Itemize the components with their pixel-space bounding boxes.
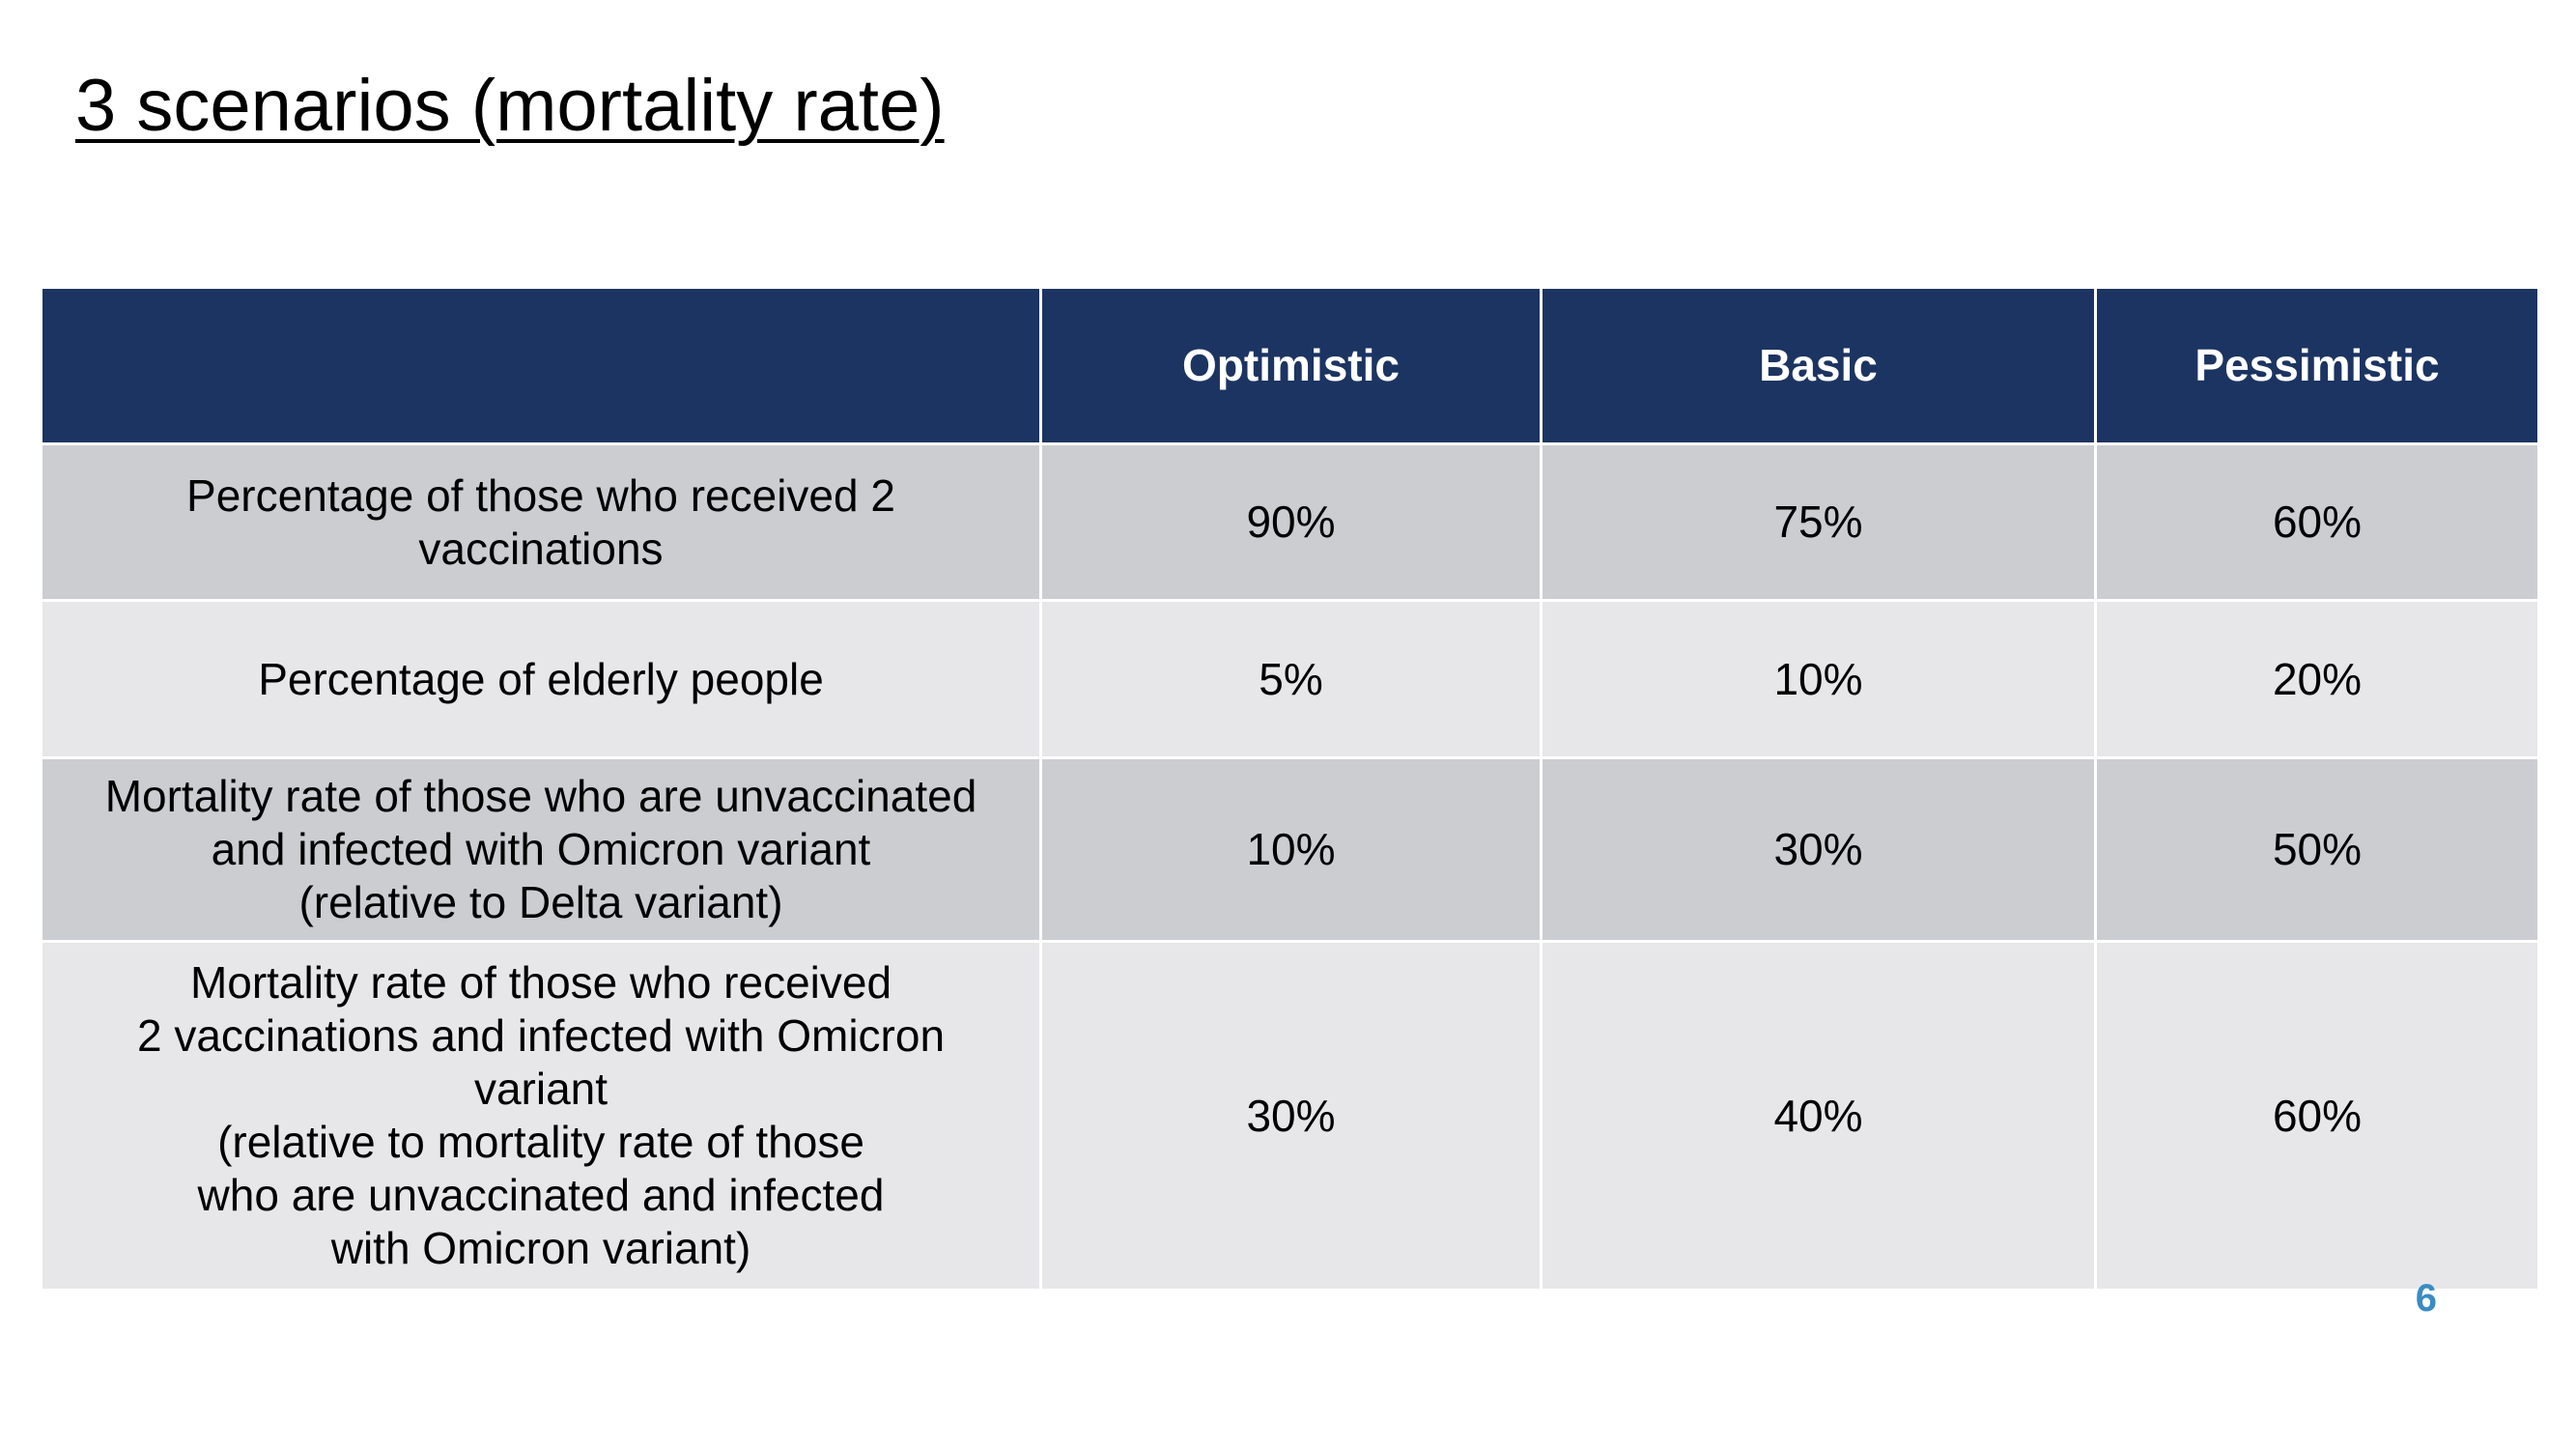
value-optimistic: 30%: [1039, 940, 1543, 1292]
row-label-vaccinated-mortality: Mortality rate of those who received 2 v…: [40, 940, 1042, 1292]
value-optimistic: 5%: [1039, 599, 1543, 759]
value-basic: 40%: [1540, 940, 2097, 1292]
slide-title: 3 scenarios (mortality rate): [75, 65, 945, 147]
value-pessimistic: 20%: [2094, 599, 2540, 759]
header-empty-corner: [40, 286, 1042, 445]
value-pessimistic: 60%: [2094, 442, 2540, 602]
scenario-table: Optimistic Basic Pessimistic Percentage …: [40, 286, 2540, 1292]
value-optimistic: 90%: [1039, 442, 1543, 602]
row-label-unvaccinated-mortality: Mortality rate of those who are unvaccin…: [40, 756, 1042, 943]
value-pessimistic: 50%: [2094, 756, 2540, 943]
value-basic: 75%: [1540, 442, 2097, 602]
header-optimistic: Optimistic: [1039, 286, 1543, 445]
table-header-row: Optimistic Basic Pessimistic: [40, 286, 2540, 445]
table-row: Mortality rate of those who received 2 v…: [40, 940, 2540, 1292]
row-label-elderly-percentage: Percentage of elderly people: [40, 599, 1042, 759]
table-row: Percentage of those who received 2 vacci…: [40, 442, 2540, 602]
value-optimistic: 10%: [1039, 756, 1543, 943]
page-number: 6: [2415, 1277, 2437, 1320]
table-row: Percentage of elderly people 5% 10% 20%: [40, 599, 2540, 759]
row-label-vaccinated-percentage: Percentage of those who received 2 vacci…: [40, 442, 1042, 602]
value-basic: 30%: [1540, 756, 2097, 943]
header-pessimistic: Pessimistic: [2094, 286, 2540, 445]
header-basic: Basic: [1540, 286, 2097, 445]
value-basic: 10%: [1540, 599, 2097, 759]
value-pessimistic: 60%: [2094, 940, 2540, 1292]
table-row: Mortality rate of those who are unvaccin…: [40, 756, 2540, 943]
